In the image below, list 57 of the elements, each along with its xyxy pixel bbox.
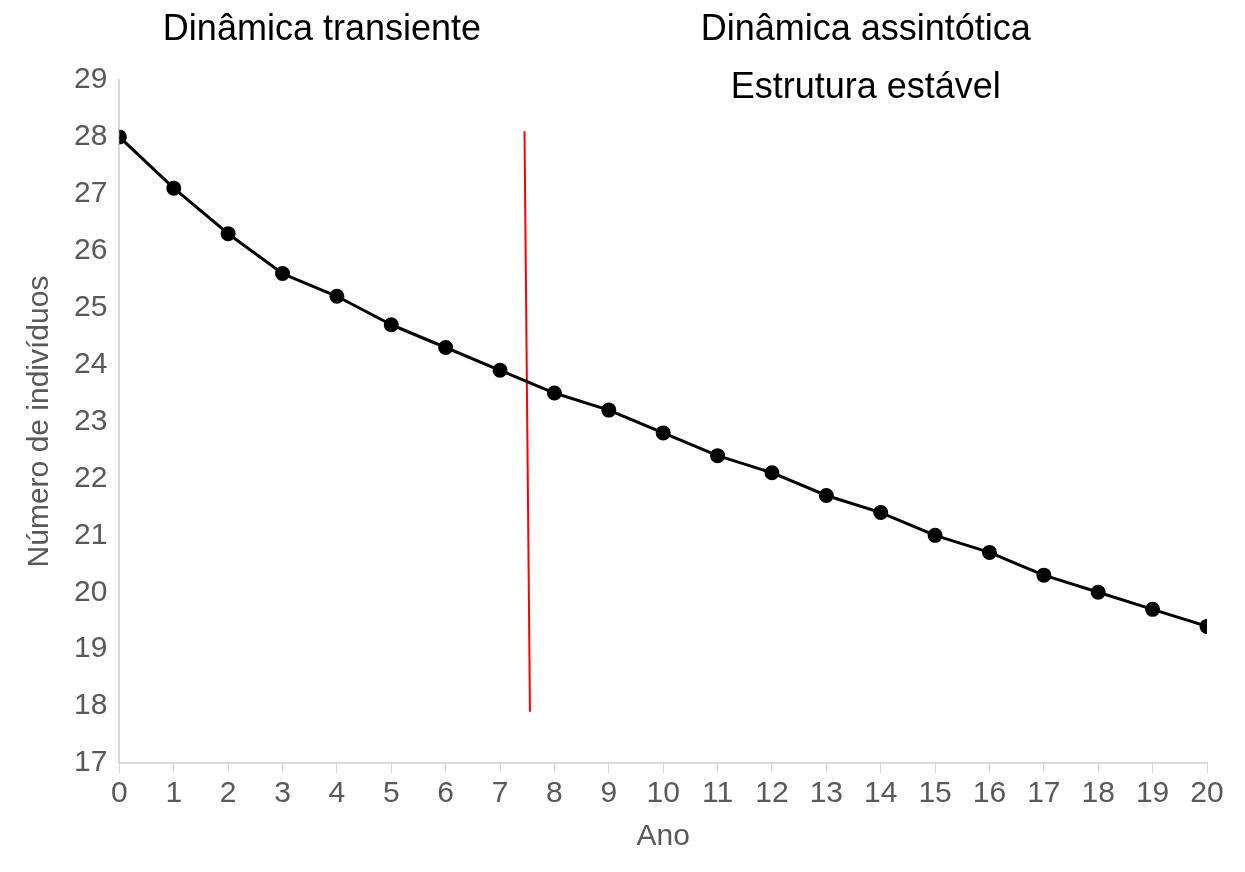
y-tick-label: 25 xyxy=(73,288,108,322)
point xyxy=(329,288,345,304)
x-tick-label: 20 xyxy=(1190,775,1224,809)
y-tick-label: 21 xyxy=(73,516,108,550)
x-tick-label: 11 xyxy=(701,775,734,809)
x-tick-label: 1 xyxy=(165,775,183,809)
x-tick-label: 3 xyxy=(274,775,291,809)
point xyxy=(1090,584,1106,600)
point xyxy=(764,465,780,481)
text: Dinâmica transiente xyxy=(162,6,482,48)
point xyxy=(546,385,562,401)
x-axis-title: Ano xyxy=(636,818,690,852)
y-tick-label: 17 xyxy=(73,744,108,778)
y-tick-label: 28 xyxy=(73,118,108,152)
y-tick-label: 19 xyxy=(73,630,108,664)
point xyxy=(220,226,236,242)
point xyxy=(710,448,726,464)
x-tick-label: 9 xyxy=(600,775,618,809)
y-tick-label: 20 xyxy=(73,573,108,607)
y-tick-label: 26 xyxy=(73,232,108,266)
x-tick-label: 4 xyxy=(328,775,346,809)
x-tick-label: 0 xyxy=(111,775,128,809)
y-tick-label: 23 xyxy=(73,402,108,436)
x-tick-label: 17 xyxy=(1027,775,1061,809)
annotation: Dinâmica assintótica Estrutura estável xyxy=(700,6,1032,106)
x-tick-label: 5 xyxy=(382,775,400,809)
x-tick-label: 14 xyxy=(864,775,898,809)
y-tick-label: 22 xyxy=(73,459,108,493)
point xyxy=(438,340,454,356)
point xyxy=(818,487,834,503)
point xyxy=(383,317,399,333)
point xyxy=(166,180,182,196)
x-tick-label: 12 xyxy=(755,775,789,809)
y-tick-label: 29 xyxy=(73,61,108,95)
x-tick-label: 13 xyxy=(809,775,844,809)
y-tick-label: 27 xyxy=(73,175,108,209)
point xyxy=(1145,601,1161,617)
x-tick-label: 10 xyxy=(646,775,680,809)
x-tick-label: 15 xyxy=(918,775,952,809)
x-tick-label: 19 xyxy=(1135,775,1170,809)
point xyxy=(492,362,508,378)
x-tick-label: 16 xyxy=(972,775,1007,809)
x-tick-label: 2 xyxy=(219,775,237,809)
point xyxy=(275,266,291,282)
x-tick-label: 18 xyxy=(1081,775,1115,809)
point xyxy=(873,505,889,521)
y-tick-label: 18 xyxy=(73,687,108,721)
point xyxy=(927,527,943,543)
point xyxy=(981,544,997,560)
x-tick-label: 7 xyxy=(491,775,509,809)
y-axis-title: Número de indivíduos xyxy=(21,275,55,568)
point xyxy=(655,425,671,441)
point xyxy=(601,402,617,418)
x-tick-label: 8 xyxy=(546,775,563,809)
point xyxy=(1036,567,1052,583)
x-tick-label: 6 xyxy=(437,775,454,809)
y-tick-label: 24 xyxy=(73,345,108,379)
